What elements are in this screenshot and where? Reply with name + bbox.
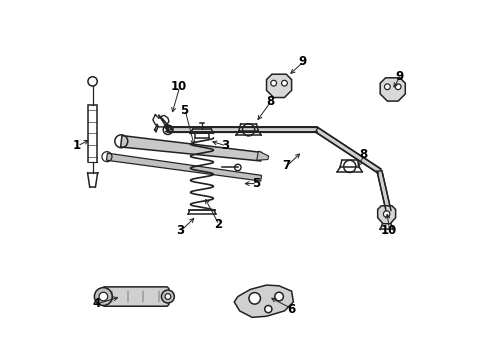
Circle shape: [165, 294, 171, 300]
Text: 6: 6: [288, 303, 296, 316]
Text: 10: 10: [171, 80, 187, 93]
Text: 8: 8: [359, 148, 368, 161]
Circle shape: [271, 80, 276, 86]
Polygon shape: [380, 78, 405, 101]
Polygon shape: [378, 206, 395, 224]
FancyBboxPatch shape: [102, 287, 169, 306]
Text: 1: 1: [73, 139, 80, 152]
Text: 4: 4: [92, 297, 100, 310]
Circle shape: [383, 211, 390, 217]
Circle shape: [95, 288, 112, 306]
Text: 2: 2: [214, 218, 222, 231]
Circle shape: [282, 80, 287, 86]
Text: 8: 8: [266, 95, 274, 108]
Polygon shape: [168, 127, 317, 132]
Polygon shape: [316, 128, 381, 173]
Text: 10: 10: [380, 224, 396, 237]
Text: 3: 3: [221, 139, 229, 152]
Circle shape: [161, 290, 174, 303]
Polygon shape: [267, 74, 292, 98]
Circle shape: [99, 292, 108, 301]
Circle shape: [275, 292, 283, 301]
Text: 3: 3: [176, 224, 185, 237]
Polygon shape: [257, 151, 269, 160]
Text: 5: 5: [180, 104, 188, 117]
Polygon shape: [377, 171, 391, 211]
Circle shape: [249, 293, 260, 304]
Circle shape: [385, 84, 390, 90]
Text: 9: 9: [395, 69, 403, 82]
Text: 7: 7: [282, 159, 290, 172]
Polygon shape: [234, 285, 294, 318]
Text: 9: 9: [298, 55, 307, 68]
Text: 5: 5: [252, 177, 260, 190]
Polygon shape: [121, 136, 262, 161]
Circle shape: [265, 306, 272, 313]
Circle shape: [395, 84, 401, 90]
Polygon shape: [106, 153, 262, 181]
